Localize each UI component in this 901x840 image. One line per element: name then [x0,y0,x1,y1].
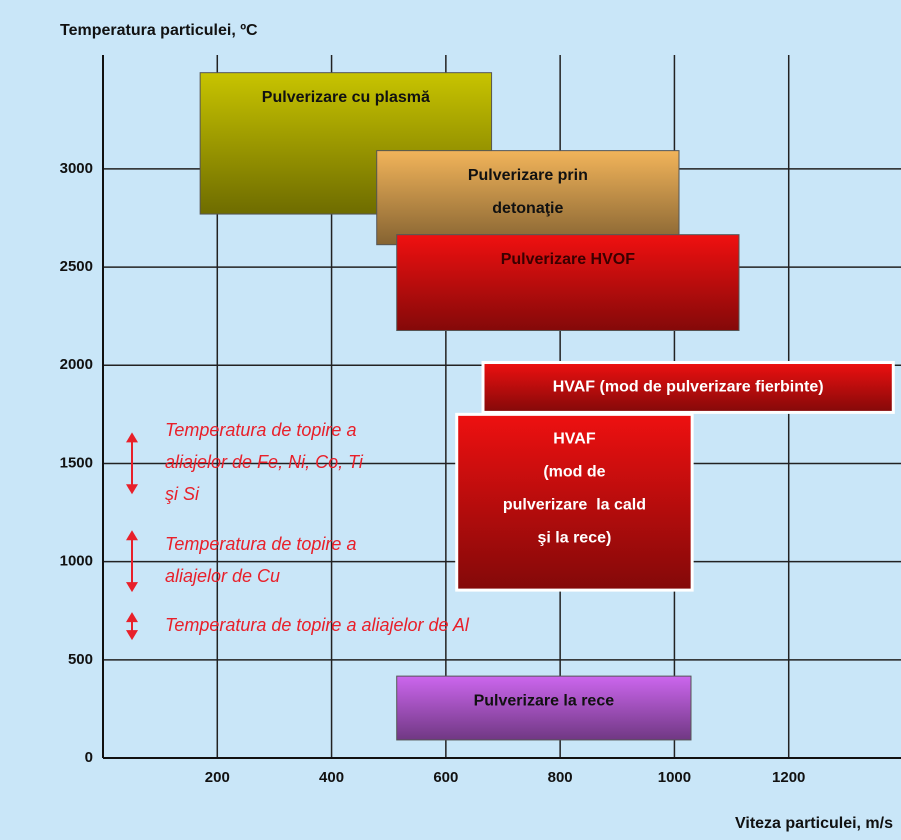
box-label: HVAF [553,431,596,448]
y-tick-label: 1000 [60,553,93,570]
box-label: Pulverizare cu plasmă [262,89,430,106]
box-label: Pulverizare prin [468,167,588,184]
box-label: Pulverizare HVOF [501,251,636,268]
y-tick-label: 3000 [60,160,93,177]
x-tick-label: 400 [319,769,344,786]
arrow-head [126,484,138,495]
annotation-text: şi Si [165,484,200,504]
annotation-text: Temperatura de topire a aliajelor de Al [165,615,470,635]
box-label: (mod de [543,464,605,481]
box-label: şi la rece) [538,530,612,547]
y-tick-label: 0 [85,749,93,766]
x-tick-label: 600 [433,769,458,786]
annotation-text: Temperatura de topire a [165,420,356,440]
annotation-text: aliajelor de Fe, Ni, Co, Ti [165,452,364,472]
x-tick-label: 200 [205,769,230,786]
arrow-head [126,432,138,443]
box-label: HVAF (mod de pulverizare fierbinte) [553,379,824,396]
arrow-head [126,582,138,593]
range-box [481,361,895,414]
range-box [396,675,692,741]
box-label: detonaţie [492,200,563,217]
y-tick-label: 500 [68,651,93,668]
x-tick-label: 1200 [772,769,805,786]
range-box [455,412,694,592]
x-tick-label: 800 [548,769,573,786]
arrow-head [126,630,138,641]
arrow-head [126,612,138,623]
annotation-text: aliajelor de Cu [165,566,280,586]
y-tick-label: 1500 [60,454,93,471]
x-tick-label: 1000 [658,769,691,786]
y-tick-label: 2500 [60,258,93,275]
box-label: pulverizare la cald [503,497,646,514]
range-box [396,234,740,332]
arrow-head [126,530,138,541]
box-label: Pulverizare la rece [474,692,615,709]
y-tick-label: 2000 [60,356,93,373]
annotation-text: Temperatura de topire a [165,534,356,554]
x-axis-label: Viteza particulei, m/s [735,815,893,832]
range-box [376,150,680,246]
y-axis-label: Temperatura particulei, ºC [60,22,258,39]
